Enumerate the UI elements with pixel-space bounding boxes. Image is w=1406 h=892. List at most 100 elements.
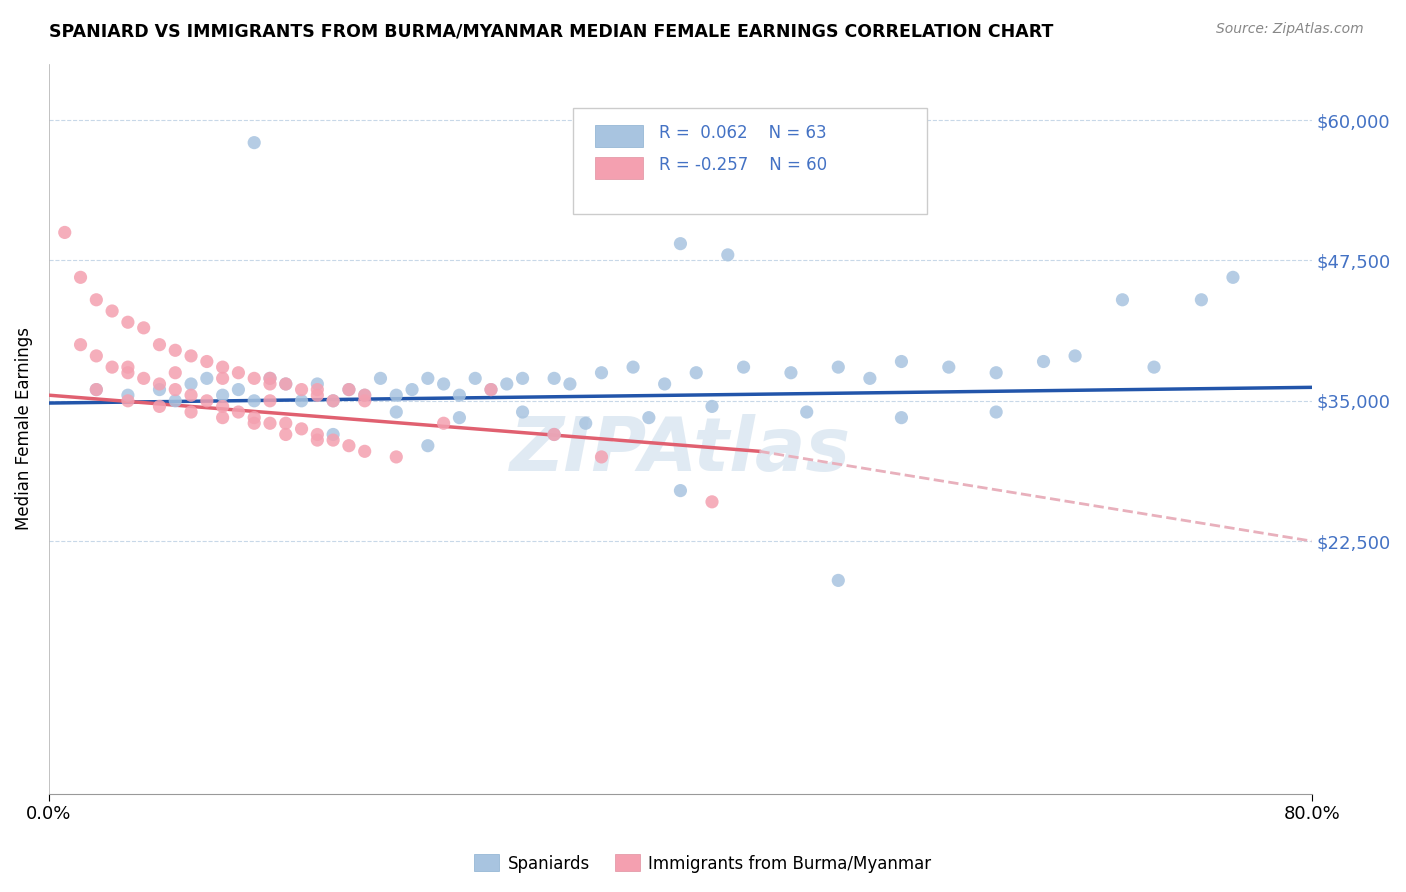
Point <box>827 574 849 588</box>
Point <box>543 371 565 385</box>
Point <box>86 383 108 397</box>
Point <box>353 393 375 408</box>
Point <box>290 393 312 408</box>
Point <box>243 410 266 425</box>
Text: R =  0.062    N = 63: R = 0.062 N = 63 <box>659 124 827 143</box>
Point <box>669 483 692 498</box>
Point <box>195 354 218 368</box>
FancyBboxPatch shape <box>595 125 643 146</box>
Point <box>259 393 281 408</box>
Point <box>322 393 344 408</box>
Text: SPANIARD VS IMMIGRANTS FROM BURMA/MYANMAR MEDIAN FEMALE EARNINGS CORRELATION CHA: SPANIARD VS IMMIGRANTS FROM BURMA/MYANMA… <box>49 22 1053 40</box>
Point <box>307 433 329 447</box>
Point <box>117 388 139 402</box>
Point <box>1032 354 1054 368</box>
Point <box>101 304 124 318</box>
Point <box>890 354 912 368</box>
Point <box>274 427 297 442</box>
Point <box>101 360 124 375</box>
Point <box>180 405 202 419</box>
Point <box>685 366 707 380</box>
Point <box>337 383 360 397</box>
Point <box>69 337 91 351</box>
Point <box>780 366 803 380</box>
Point <box>228 405 250 419</box>
Point <box>274 376 297 391</box>
Point <box>796 405 818 419</box>
Point <box>290 383 312 397</box>
Point <box>69 270 91 285</box>
Point <box>228 366 250 380</box>
Point <box>401 383 423 397</box>
Point <box>53 226 76 240</box>
Point <box>228 383 250 397</box>
Point <box>117 393 139 408</box>
Point <box>243 371 266 385</box>
Point <box>827 360 849 375</box>
Point <box>337 383 360 397</box>
Point <box>117 315 139 329</box>
Point <box>322 393 344 408</box>
Point <box>180 376 202 391</box>
FancyBboxPatch shape <box>595 157 643 178</box>
Text: Source: ZipAtlas.com: Source: ZipAtlas.com <box>1216 22 1364 37</box>
Point <box>1189 293 1212 307</box>
Point <box>859 371 882 385</box>
Point <box>132 321 155 335</box>
Point <box>558 376 581 391</box>
Point <box>259 417 281 431</box>
Point <box>717 248 740 262</box>
Y-axis label: Median Female Earnings: Median Female Earnings <box>15 327 32 531</box>
Point <box>148 376 170 391</box>
Point <box>195 371 218 385</box>
Point <box>211 400 233 414</box>
Point <box>1111 293 1133 307</box>
Point <box>606 192 628 206</box>
Point <box>621 360 644 375</box>
Point <box>211 371 233 385</box>
Point <box>259 376 281 391</box>
Point <box>259 371 281 385</box>
Point <box>274 417 297 431</box>
Point <box>575 417 598 431</box>
Point <box>195 393 218 408</box>
Point <box>86 383 108 397</box>
Point <box>416 439 439 453</box>
Point <box>986 405 1008 419</box>
Point <box>512 371 534 385</box>
Point <box>543 427 565 442</box>
Point <box>591 450 613 464</box>
Point <box>307 376 329 391</box>
Point <box>890 410 912 425</box>
Point <box>385 388 408 402</box>
Point <box>385 450 408 464</box>
Point <box>307 427 329 442</box>
Point <box>117 360 139 375</box>
Point <box>464 371 486 385</box>
Point <box>307 388 329 402</box>
Point <box>307 383 329 397</box>
Point <box>433 376 456 391</box>
Point <box>117 366 139 380</box>
Text: R = -0.257    N = 60: R = -0.257 N = 60 <box>659 156 827 175</box>
Point <box>211 410 233 425</box>
Point <box>512 405 534 419</box>
Point <box>669 236 692 251</box>
Point <box>243 393 266 408</box>
Point <box>148 383 170 397</box>
Point <box>274 376 297 391</box>
Point <box>479 383 502 397</box>
Point <box>654 376 676 391</box>
Point <box>259 371 281 385</box>
Point <box>733 360 755 375</box>
Point <box>543 427 565 442</box>
Point <box>243 136 266 150</box>
Point <box>385 405 408 419</box>
Point <box>165 393 187 408</box>
Point <box>148 400 170 414</box>
Text: ZIPAtlas: ZIPAtlas <box>510 414 851 487</box>
Point <box>290 422 312 436</box>
Point <box>1143 360 1166 375</box>
Point <box>700 495 723 509</box>
Point <box>1222 270 1244 285</box>
